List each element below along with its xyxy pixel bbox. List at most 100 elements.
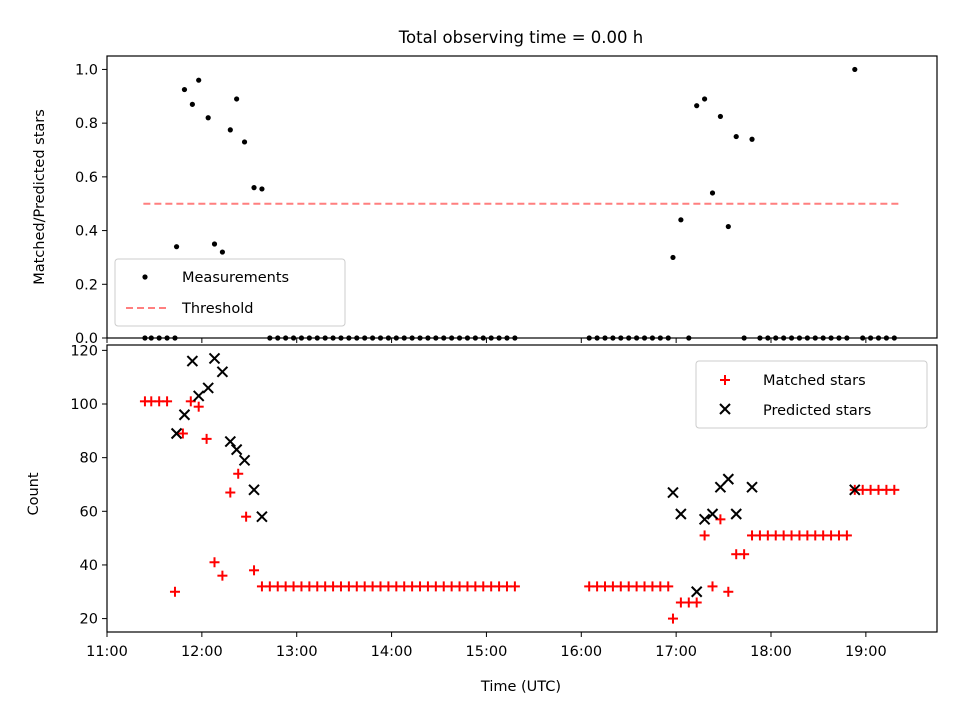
x-tick-label: 19:00 xyxy=(845,644,887,660)
measurement-point xyxy=(694,103,700,109)
top-y-tick-label: 1.0 xyxy=(75,62,98,78)
predicted-star-point xyxy=(256,510,268,523)
predicted-star-point xyxy=(224,435,237,448)
legend-measurements-marker xyxy=(142,274,148,280)
matched-star-point xyxy=(169,586,180,597)
bottom-y-tick-label: 120 xyxy=(70,343,98,359)
measurement-point xyxy=(234,96,240,102)
bottom-y-ticks: 20 40 60 80 100 120 xyxy=(70,343,107,628)
x-tick-label: 13:00 xyxy=(276,644,318,660)
top-legend-box xyxy=(114,258,346,327)
legend-threshold-label: Threshold xyxy=(181,301,253,317)
measurement-point xyxy=(852,66,858,73)
predicted-star-point xyxy=(216,366,229,378)
matched-star-point xyxy=(889,484,900,495)
predicted-star-point xyxy=(202,382,214,394)
predicted-star-point xyxy=(238,454,251,467)
matched-star-point xyxy=(841,530,852,541)
matched-star-point xyxy=(663,581,674,592)
bottom-y-tick-label: 40 xyxy=(80,558,98,574)
predicted-star-point xyxy=(170,427,183,440)
bottom-y-tick-label: 60 xyxy=(80,504,98,520)
matched-star-point xyxy=(162,396,173,407)
measurement-point xyxy=(241,139,248,145)
measurement-point xyxy=(251,185,257,191)
matched-star-point xyxy=(225,487,236,498)
predicted-stars-points xyxy=(170,352,861,598)
bottom-y-tick-label: 20 xyxy=(80,612,98,628)
predicted-star-point xyxy=(208,352,221,365)
bottom-legend-box xyxy=(695,360,928,429)
matched-star-point xyxy=(691,597,702,608)
measurement-point xyxy=(211,241,218,247)
measurement-point xyxy=(227,127,233,133)
x-tick-label: 18:00 xyxy=(750,644,792,660)
matched-star-point xyxy=(241,511,252,522)
chart-title: Total observing time = 0.00 h xyxy=(398,28,643,47)
measurement-point xyxy=(749,136,755,142)
matched-star-point xyxy=(707,581,718,592)
measurement-point xyxy=(173,244,180,250)
predicted-star-point xyxy=(192,390,205,402)
matched-star-point xyxy=(723,586,734,597)
predicted-star-point xyxy=(706,508,719,520)
predicted-star-point xyxy=(849,484,861,496)
measurement-point xyxy=(702,96,708,102)
top-y-tick-label: 0.6 xyxy=(75,170,98,186)
x-tick-label: 17:00 xyxy=(655,644,697,660)
x-tick-label: 15:00 xyxy=(466,644,508,660)
matched-star-point xyxy=(509,581,520,592)
legend-matched-label: Matched stars xyxy=(763,373,866,389)
measurement-point xyxy=(205,115,211,121)
measurement-point xyxy=(670,254,676,261)
predicted-star-point xyxy=(746,481,758,493)
matched-star-point xyxy=(201,433,212,444)
legend-measurements-label: Measurements xyxy=(182,270,289,286)
bottom-x-ticks: 11:00 12:00 13:00 14:00 15:00 16:00 17:00 18:00… xyxy=(86,632,887,660)
top-y-tick-label: 0.2 xyxy=(75,277,98,293)
measurement-point xyxy=(717,113,724,120)
top-y-tick-label: 0.0 xyxy=(75,331,98,347)
x-tick-label: 11:00 xyxy=(86,644,128,660)
bottom-y-tick-label: 100 xyxy=(70,397,98,413)
matched-stars-points xyxy=(139,396,900,624)
top-y-axis-label: Matched/Predicted stars xyxy=(32,109,48,285)
predicted-star-point xyxy=(722,473,735,485)
predicted-star-point xyxy=(698,513,711,526)
legend-predicted-marker xyxy=(719,403,731,415)
measurement-point xyxy=(678,217,684,223)
legend-predicted-label: Predicted stars xyxy=(763,403,871,419)
bottom-legend: Matched stars Predicted stars xyxy=(695,360,928,429)
bottom-y-axis-label: Count xyxy=(26,472,42,515)
matched-star-point xyxy=(217,570,228,581)
predicted-star-point xyxy=(675,508,687,520)
x-tick-label: 16:00 xyxy=(560,644,602,660)
measurement-point xyxy=(733,133,739,140)
legend-matched-marker xyxy=(720,375,730,385)
matched-star-point xyxy=(209,557,220,568)
x-tick-label: 14:00 xyxy=(371,644,413,660)
measurement-point xyxy=(196,77,202,83)
top-panel: 0.0 0.2 0.4 0.6 0.8 1.0 Matched/Predicted sta… xyxy=(32,55,938,347)
matched-star-point xyxy=(177,428,188,439)
matched-star-point xyxy=(667,613,678,624)
predicted-star-point xyxy=(248,484,260,496)
matched-star-point xyxy=(249,565,260,576)
matched-star-point xyxy=(699,530,710,541)
top-x-ticks xyxy=(106,338,867,343)
measurement-point xyxy=(181,86,188,93)
bottom-plot-frame xyxy=(106,344,938,633)
measurement-point xyxy=(725,223,731,230)
bottom-y-tick-label: 80 xyxy=(80,451,98,467)
matched-star-point xyxy=(233,468,244,479)
matched-star-point xyxy=(739,549,750,560)
measurement-point xyxy=(189,101,195,107)
measurement-point xyxy=(259,186,265,192)
predicted-star-point xyxy=(690,586,703,598)
top-y-tick-label: 0.4 xyxy=(75,224,98,240)
top-y-tick-label: 0.8 xyxy=(75,116,98,132)
predicted-star-point xyxy=(230,443,243,456)
measurement-point xyxy=(709,190,716,196)
x-tick-label: 12:00 xyxy=(181,644,223,660)
bottom-panel: 20 40 60 80 100 120 11:00 12:00 13:00 14:00 15:00… xyxy=(26,343,938,695)
